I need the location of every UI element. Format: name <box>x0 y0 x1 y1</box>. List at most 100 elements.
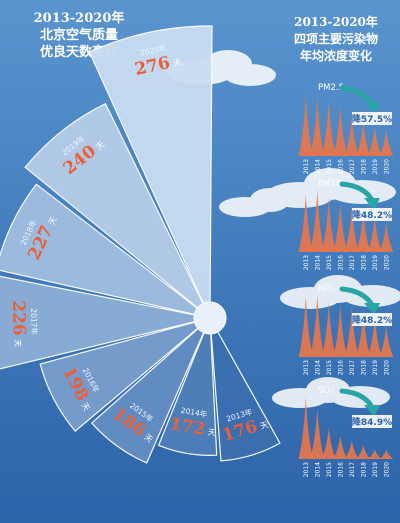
pollutant-panel-3: SO₂ 2013 2014 2015 2016 2017 2018 2019 2020 降84.9… <box>298 386 394 477</box>
pollutant-label: SO₂ <box>318 386 334 396</box>
fan-wedge-2014 <box>157 317 218 456</box>
fan-wedge-2017 <box>0 275 211 370</box>
decline-arrowhead-icon <box>364 198 380 210</box>
pollutant-spike-2019 <box>367 126 382 156</box>
pollutant-year-tick: 2016 <box>337 360 344 375</box>
fan-wedge-2013 <box>209 317 281 462</box>
pollutant-spike-2015 <box>321 197 336 252</box>
pollutant-label: PM2.5 <box>318 83 344 93</box>
pollutant-year-tick: 2018 <box>360 462 367 477</box>
fan-unit-label: 天 <box>143 433 155 445</box>
pollutant-panel-1: PM10 2013 2014 2015 2016 2017 2018 2019 2020 降48.… <box>298 179 394 270</box>
decline-arrow-icon <box>339 388 375 410</box>
fan-wedge-2020 <box>88 25 213 319</box>
pollutant-spike-2020 <box>379 222 394 252</box>
pollutant-spike-2016 <box>333 435 348 459</box>
pollutant-spike-2014 <box>310 295 325 357</box>
pollutant-year-tick: 2019 <box>372 360 379 375</box>
pollutant-spike-2017 <box>344 115 359 156</box>
decline-arrow-icon <box>339 286 375 308</box>
fan-year-label: 2017年 <box>29 308 40 335</box>
pollutant-year-tick: 2017 <box>349 462 356 477</box>
fan-year-label: 2014年 <box>180 405 208 419</box>
left-title-line2: 北京空气质量 <box>39 28 118 43</box>
pollutant-year-tick: 2014 <box>314 462 321 477</box>
pollutant-spike-2014 <box>310 96 325 156</box>
fan-center-hub <box>193 301 227 335</box>
fan-unit-label: 天 <box>259 420 269 431</box>
left-title-line1: 2013-2020年 <box>33 11 125 26</box>
right-title-line1: 2013-2020年 <box>294 15 378 29</box>
decline-arrowhead-icon <box>364 405 380 417</box>
change-badge <box>352 208 392 221</box>
pollutant-spike-2020 <box>379 129 394 156</box>
change-badge <box>352 313 392 326</box>
pollutant-year-tick: 2018 <box>360 255 367 270</box>
pollutant-year-tick: 2013 <box>303 360 310 375</box>
pollutant-year-tick: 2017 <box>349 360 356 375</box>
pollutant-year-tick: 2015 <box>326 255 333 270</box>
fan-unit-label: 天 <box>94 140 106 152</box>
pollutant-spike-2020 <box>379 325 394 357</box>
pollutant-spike-2019 <box>367 449 382 459</box>
pollutant-year-tick: 2014 <box>314 255 321 270</box>
pollutant-year-tick: 2016 <box>337 159 344 174</box>
pollutant-year-tick: 2020 <box>383 360 390 375</box>
pollutant-year-tick: 2017 <box>349 159 356 174</box>
decline-arrowhead-icon <box>364 303 380 315</box>
pollutant-spike-2013 <box>298 194 313 252</box>
pollutant-year-tick: 2013 <box>303 159 310 174</box>
cloud-decorations <box>166 50 400 408</box>
right-title-line3: 年均浓度变化 <box>299 49 372 63</box>
fan-unit-label: 天 <box>80 401 92 412</box>
fan-value-label: 226 <box>8 300 29 336</box>
pollutant-spike-2015 <box>321 302 336 357</box>
pollutant-panel-2: NO₂ 2013 2014 2015 2016 2017 2018 2019 2020 降48.2… <box>298 284 394 375</box>
pollutant-spike-2019 <box>367 316 382 357</box>
pollutant-spike-2018 <box>356 311 371 357</box>
pollutant-year-tick: 2018 <box>360 360 367 375</box>
pollutant-year-tick: 2014 <box>314 159 321 174</box>
fan-wedge-2018 <box>0 183 211 319</box>
pollutant-spike-2017 <box>344 207 359 252</box>
pollutant-year-tick: 2020 <box>383 255 390 270</box>
pollutant-spike-2020 <box>379 449 394 459</box>
change-text: 降57.5% <box>352 113 392 125</box>
pollutant-spike-2016 <box>333 105 348 156</box>
change-text: 降48.2% <box>352 314 392 326</box>
fan-wedge-2019 <box>24 102 211 319</box>
pollutant-spike-2017 <box>344 440 359 459</box>
pollutant-spike-2018 <box>356 120 371 156</box>
pollutant-spike-2019 <box>367 215 382 252</box>
pollutant-year-tick: 2015 <box>326 360 333 375</box>
pollutant-spike-2015 <box>321 427 336 459</box>
decline-arrow-icon <box>339 85 375 107</box>
right-title: 2013-2020年 四项主要污染物 年均浓度变化 <box>286 14 386 65</box>
pollutant-spike-2016 <box>333 202 348 252</box>
pollutant-panel-0: PM2.5 2013 2014 2015 2016 2017 2018 2019 2020 降57… <box>298 83 394 174</box>
change-badge <box>352 112 392 125</box>
pollutant-year-tick: 2017 <box>349 255 356 270</box>
pollutant-label: PM10 <box>318 179 341 189</box>
pollutant-spike-2018 <box>356 210 371 252</box>
pollutant-year-tick: 2013 <box>303 255 310 270</box>
pollutant-spike-2013 <box>298 94 313 156</box>
pollutant-year-tick: 2019 <box>372 255 379 270</box>
fan-unit-label: 天 <box>47 215 59 226</box>
fan-wedge-2016 <box>39 317 211 432</box>
pollutant-spike-2013 <box>298 397 313 459</box>
change-badge <box>352 415 392 428</box>
decline-arrow-icon <box>339 181 375 203</box>
decline-arrowhead-icon <box>364 102 380 114</box>
fan-unit-label: 天 <box>172 57 182 67</box>
pollutant-year-tick: 2015 <box>326 462 333 477</box>
pollutant-year-tick: 2019 <box>372 462 379 477</box>
pollutant-year-tick: 2018 <box>360 159 367 174</box>
pollutant-spike-2017 <box>344 307 359 357</box>
pollutant-year-tick: 2020 <box>383 159 390 174</box>
